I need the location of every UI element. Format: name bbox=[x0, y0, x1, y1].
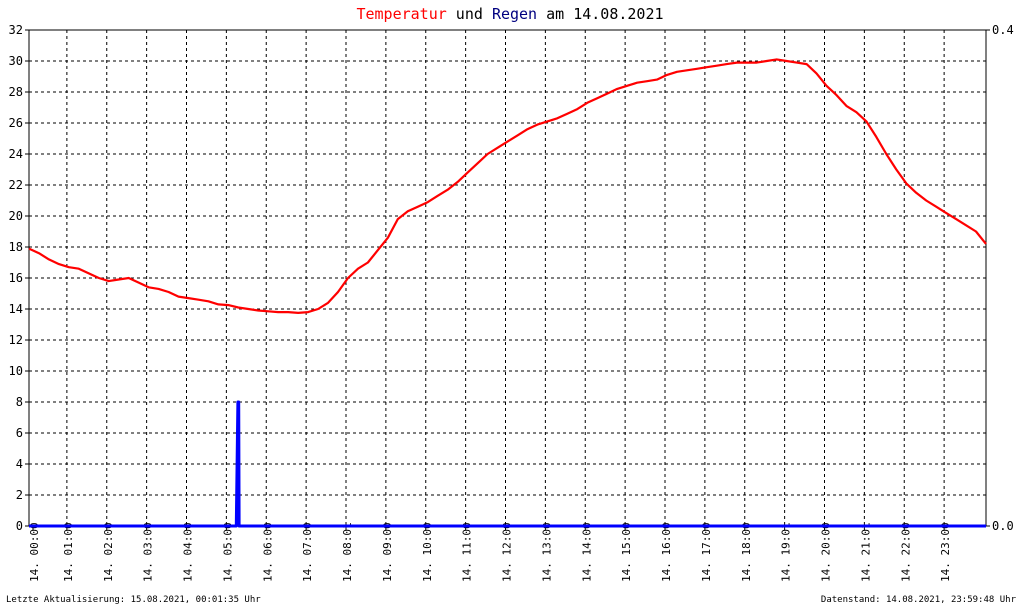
y-tick-label: 24 bbox=[9, 147, 23, 161]
chart-title: Temperatur und Regen am 14.08.2021 bbox=[356, 5, 663, 23]
y-tick-label: 28 bbox=[9, 85, 23, 99]
x-tick-label: 14. 02:00 bbox=[102, 522, 115, 582]
y-tick-label: 16 bbox=[9, 271, 23, 285]
y-tick-label: 26 bbox=[9, 116, 23, 130]
y-tick-label: 8 bbox=[16, 395, 23, 409]
series-temperatur bbox=[28, 58, 987, 314]
x-tick-label: 14. 20:00 bbox=[820, 522, 833, 582]
x-tick-label: 14. 16:00 bbox=[660, 522, 673, 582]
series-regen bbox=[29, 400, 986, 528]
x-tick-label: 14. 04:00 bbox=[182, 522, 195, 582]
title-regen: Regen bbox=[492, 5, 537, 23]
y-tick-label: 14 bbox=[9, 302, 23, 316]
footer-last-update: Letzte Aktualisierung: 15.08.2021, 00:01… bbox=[6, 595, 261, 605]
x-tick-label: 14. 17:00 bbox=[700, 522, 713, 582]
y-tick-label: 12 bbox=[9, 333, 23, 347]
x-tick-label: 14. 14:00 bbox=[580, 522, 593, 582]
x-tick-label: 14. 23:00 bbox=[939, 522, 952, 582]
x-tick-label: 14. 12:00 bbox=[501, 522, 514, 582]
x-tick-label: 14. 13:00 bbox=[540, 522, 553, 582]
y2-tick-label: 0.4 bbox=[992, 23, 1014, 37]
y-tick-label: 6 bbox=[16, 426, 23, 440]
y-tick-label: 20 bbox=[9, 209, 23, 223]
x-tick-label: 14. 03:00 bbox=[142, 522, 155, 582]
x-tick-label: 14. 15:00 bbox=[620, 522, 633, 582]
title-date: am 14.08.2021 bbox=[537, 5, 663, 23]
x-tick-label: 14. 00:00 bbox=[28, 522, 41, 582]
y-tick-label: 4 bbox=[16, 457, 23, 471]
x-tick-label: 14. 01:00 bbox=[62, 522, 75, 582]
x-tick-label: 14. 10:00 bbox=[421, 522, 434, 582]
footer-data-status: Datenstand: 14.08.2021, 23:59:48 Uhr bbox=[821, 595, 1017, 605]
y-tick-label: 22 bbox=[9, 178, 23, 192]
title-temperatur: Temperatur bbox=[356, 5, 446, 23]
x-tick-label: 14. 06:00 bbox=[261, 522, 274, 582]
x-tick-label: 14. 19:01 bbox=[780, 522, 793, 582]
y-tick-label: 32 bbox=[9, 23, 23, 37]
x-tick-label: 14. 09:00 bbox=[381, 522, 394, 582]
x-tick-label: 14. 22:00 bbox=[899, 522, 912, 582]
title-und: und bbox=[447, 5, 492, 23]
x-tick-label: 14. 05:00 bbox=[221, 522, 234, 582]
y-tick-label: 2 bbox=[16, 488, 23, 502]
y2-tick-label: 0.0 bbox=[992, 519, 1014, 533]
plot-border bbox=[28, 29, 987, 527]
y-tick-label: 10 bbox=[9, 364, 23, 378]
y-tick-label: 0 bbox=[16, 519, 23, 533]
x-tick-label: 14. 18:00 bbox=[740, 522, 753, 582]
x-tick-label: 14. 11:00 bbox=[461, 522, 474, 582]
y-tick-label: 30 bbox=[9, 54, 23, 68]
x-tick-label: 14. 08:01 bbox=[341, 522, 354, 582]
x-tick-label: 14. 21:01 bbox=[859, 522, 872, 582]
x-tick-label: 14. 07:00 bbox=[301, 522, 314, 582]
y-tick-label: 18 bbox=[9, 240, 23, 254]
